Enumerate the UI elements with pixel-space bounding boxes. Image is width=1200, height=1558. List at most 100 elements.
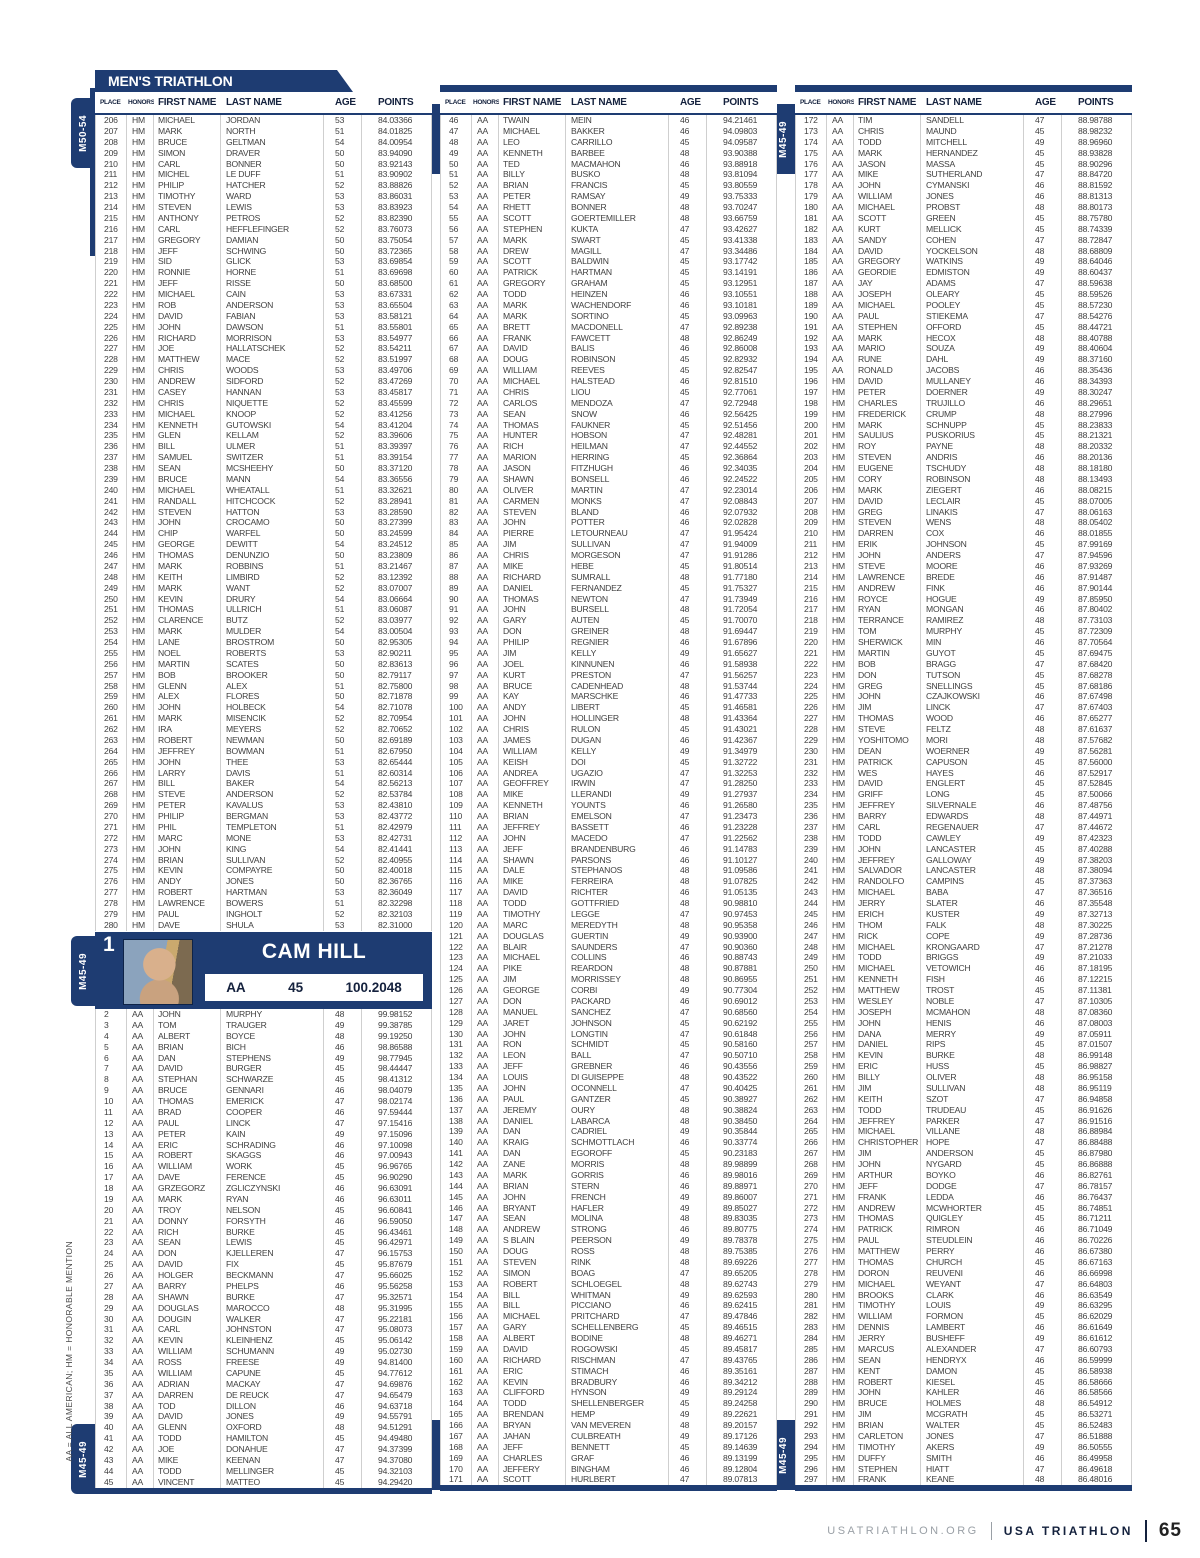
cell-honors: AA	[472, 843, 499, 855]
cell-place: 88	[440, 571, 472, 583]
cell-first-name: DAVID	[854, 376, 921, 387]
cell-points: 89.24258	[707, 1398, 777, 1410]
cell-points: 96.63011	[362, 1193, 432, 1205]
cell-honors: HM	[827, 1278, 854, 1290]
cell-last-name: KELLY	[566, 745, 669, 757]
cell-first-name: DON	[499, 626, 566, 637]
cell-first-name: TODD	[499, 289, 566, 300]
cell-age: 45	[669, 1322, 707, 1333]
table-row: 217 HM RYAN MONGAN 46 87.80402	[795, 604, 1132, 616]
cell-age: 47	[1024, 1137, 1062, 1149]
featured-stats-box: AA 45 100.2048	[205, 974, 423, 1001]
cell-honors: HM	[827, 430, 854, 442]
cell-last-name: THEE	[221, 756, 324, 768]
cell-place: 156	[440, 1311, 472, 1323]
cell-age: 47	[1024, 506, 1062, 518]
table-row: 239 HM JOHN LANCASTER 45 87.40288	[795, 843, 1132, 855]
cell-honors: AA	[472, 136, 499, 148]
cell-first-name: KURT	[499, 669, 566, 681]
cell-last-name: BASSETT	[566, 821, 669, 833]
table-row: 139 AA DAN CADRIEL 49 90.35844	[440, 1126, 777, 1138]
cell-place: 251	[95, 604, 127, 616]
cell-honors: AA	[472, 832, 499, 844]
cell-honors: HM	[127, 560, 154, 572]
cell-age: 45	[324, 1367, 362, 1379]
cell-first-name: CHIP	[154, 528, 221, 540]
cell-honors: AA	[472, 930, 499, 942]
table-row: 266 HM LARRY DAVIS 51 82.60314	[95, 767, 432, 779]
cell-place: 70	[440, 376, 472, 387]
cell-points: 86.67380	[1062, 1246, 1132, 1257]
cell-last-name: HOLMES	[921, 1398, 1024, 1410]
cell-honors: AA	[472, 354, 499, 366]
cell-last-name: HOLBECK	[221, 702, 324, 714]
cell-points: 87.52845	[1062, 778, 1132, 790]
cell-points: 87.18195	[1062, 963, 1132, 975]
cell-honors: HM	[127, 147, 154, 159]
table-row: 269 HM ARTHUR BOYKO 46 86.82761	[795, 1169, 1132, 1181]
cell-last-name: LANCASTER	[921, 865, 1024, 877]
cell-place: 209	[795, 517, 827, 529]
cell-place: 256	[795, 1028, 827, 1040]
cell-age: 52	[324, 615, 362, 627]
cell-points: 86.91626	[1062, 1104, 1132, 1116]
cell-points: 90.98810	[707, 898, 777, 909]
cell-points: 82.71878	[362, 691, 432, 703]
column-header-place: PLACE	[100, 99, 121, 106]
cell-honors: AA	[472, 452, 499, 463]
cell-last-name: GOERTEMILLER	[566, 212, 669, 224]
cell-last-name: HAYES	[921, 767, 1024, 779]
cell-first-name: SCOTT	[499, 212, 566, 224]
table-row: 192 AA MARK HECOX 48 88.40788	[795, 332, 1132, 344]
cell-first-name: KEVIN	[154, 1335, 221, 1347]
cell-last-name: GRAHAM	[566, 278, 669, 289]
cell-place: 144	[440, 1180, 472, 1192]
cell-first-name: SEAN	[154, 1237, 221, 1249]
cell-points: 87.99169	[1062, 539, 1132, 550]
cell-first-name: DARREN	[154, 1389, 221, 1401]
cell-honors: HM	[127, 125, 154, 137]
cell-last-name: JONES	[921, 191, 1024, 202]
cell-points: 86.52483	[1062, 1420, 1132, 1431]
cell-points: 83.39154	[362, 452, 432, 463]
cell-last-name: CYMANSKI	[921, 180, 1024, 192]
cell-first-name: RICH	[154, 1226, 221, 1238]
cell-first-name: OLIVER	[499, 484, 566, 496]
cell-place: 140	[440, 1137, 472, 1149]
cell-last-name: HORNE	[221, 267, 324, 279]
cell-age: 45	[1024, 985, 1062, 996]
table-row: 50 AA TED MACMAHON 46 93.88918	[440, 158, 777, 170]
cell-first-name: ANDREW	[154, 376, 221, 387]
table-row: 37 AA DARREN DE REUCK 47 94.65479	[95, 1389, 432, 1401]
cell-honors: AA	[127, 1096, 154, 1107]
cell-age: 47	[324, 1324, 362, 1336]
cell-place: 206	[795, 484, 827, 496]
cell-place: 219	[95, 256, 127, 268]
cell-first-name: MICHAEL	[499, 952, 566, 964]
cell-first-name: ROYCE	[854, 593, 921, 605]
cell-first-name: FRANK	[854, 1474, 921, 1486]
cell-points: 87.94596	[1062, 550, 1132, 561]
table-row: 9 AA BRUCE GENNARI 46 98.04079	[95, 1085, 432, 1096]
cell-points: 89.12804	[707, 1463, 777, 1475]
cell-first-name: JOHN	[154, 756, 221, 768]
cell-points: 86.62029	[1062, 1311, 1132, 1323]
cell-age: 50	[324, 865, 362, 877]
cell-age: 53	[324, 256, 362, 268]
cell-age: 47	[669, 832, 707, 844]
cell-place: 170	[440, 1463, 472, 1475]
table-row: 154 AA BILL WHITMAN 49 89.62593	[440, 1289, 777, 1301]
cell-first-name: BROOKS	[854, 1289, 921, 1301]
cell-age: 46	[669, 289, 707, 300]
column-header-honors: HONORS	[473, 99, 499, 106]
table-row: 248 HM MICHAEL KRONGAARD 47 87.21278	[795, 941, 1132, 953]
table-row: 222 HM BOB BRAGG 47 87.68420	[795, 658, 1132, 670]
cell-place: 192	[795, 332, 827, 344]
cell-points: 87.05911	[1062, 1028, 1132, 1040]
cell-honors: HM	[827, 832, 854, 844]
cell-points: 89.69226	[707, 1256, 777, 1268]
cell-last-name: MACKAY	[221, 1378, 324, 1390]
cell-first-name: CARL	[854, 821, 921, 833]
cell-place: 286	[795, 1354, 827, 1366]
table-row: 179 AA WILLIAM JONES 46 88.81313	[795, 191, 1132, 202]
